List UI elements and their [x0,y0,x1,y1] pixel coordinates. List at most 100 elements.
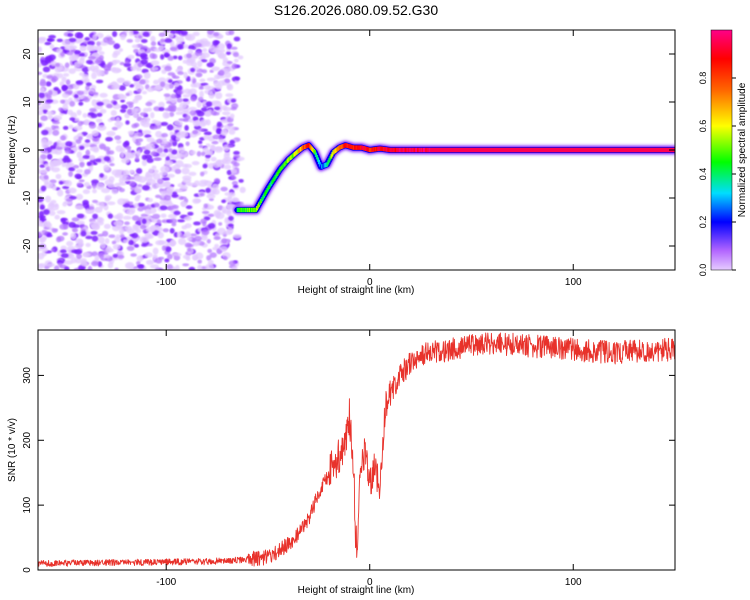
noise-blob [187,45,196,50]
noise-blob [110,67,117,72]
noise-blob [211,100,221,105]
noise-blob [194,235,202,242]
noise-blob [208,162,215,169]
ridge-segment [440,147,443,153]
noise-blob [122,198,129,203]
noise-blob [156,147,164,154]
noise-blob [64,89,73,95]
noise-blob [124,140,130,146]
ridge-segment [345,143,348,148]
noise-blob [85,242,91,248]
noise-blob [76,32,84,39]
ridge-segment [529,147,532,153]
noise-blob [79,45,87,52]
ridge-segment [295,150,298,155]
noise-blob [198,128,205,132]
noise-blob [151,66,159,71]
ridge-segment [293,152,296,157]
noise-blob [101,230,109,237]
noise-blob [201,229,210,236]
ridge-segment [290,154,293,160]
ridge-segment [283,162,286,167]
noise-blob [204,180,213,186]
ridge-segment [618,147,621,153]
spectrogram-y-tick-label: 0 [22,147,33,153]
ridge-segment [430,147,432,153]
noise-blob [178,238,187,245]
noise-blob [108,176,115,183]
noise-blob [155,240,165,246]
ridge-segment [281,164,284,169]
noise-blob [67,33,74,37]
noise-blob [104,69,109,75]
ridge-segment [456,147,459,153]
noise-blob [111,169,121,176]
ridge-segment [395,147,398,153]
ridge-segment [506,147,509,153]
figure-title: S126.2026.080.09.52.G30 [274,2,438,18]
ridge-segment [455,147,458,153]
ridge-segment [571,147,574,153]
noise-blob [224,78,231,84]
ridge-segment [421,147,424,153]
ridge-segment [277,170,280,175]
ridge-segment [613,147,616,153]
ridge-segment [431,147,433,153]
noise-blob [119,227,125,235]
ridge-segment [545,147,547,153]
noise-blob [231,180,238,186]
ridge-segment [560,147,563,153]
spectrogram-x-tick-label: 100 [565,277,582,288]
noise-blob [43,174,49,180]
noise-blob [155,194,161,199]
noise-blob [184,125,189,131]
noise-blob [181,167,190,175]
noise-blob [166,206,174,211]
ridge-segment [494,147,497,153]
noise-blob [62,185,70,190]
ridge-segment [325,162,328,167]
ridge-segment [392,147,395,153]
noise-blob [125,262,135,270]
noise-blob [73,125,83,131]
ridge-segment [307,143,309,148]
ridge-segment [588,147,591,153]
noise-blob [38,220,43,227]
noise-blob [91,179,99,184]
noise-blob [114,267,119,270]
snr-series-line [38,332,675,567]
noise-blob [46,94,52,99]
ridge-segment [242,207,245,213]
ridge-segment [458,147,461,153]
noise-blob [184,223,192,229]
ridge-segment [331,152,334,157]
noise-blob [153,79,159,85]
noise-blob [151,119,158,124]
noise-blob [172,55,178,60]
noise-blob [87,112,95,116]
noise-blob [97,261,103,267]
ridge-segment [573,147,576,153]
noise-blob [68,171,73,177]
noise-blob [126,176,135,180]
noise-blob [49,179,57,184]
ridge-segment [246,207,249,213]
noise-blob [109,163,115,167]
noise-blob [192,31,200,37]
noise-blob [56,139,62,146]
noise-blob [150,125,158,130]
spectrogram-y-tick-label: 10 [22,96,33,108]
noise-blob [221,199,227,204]
ridge-segment [278,168,281,173]
ridge-segment [496,147,499,153]
noise-blob [137,176,147,183]
noise-blob [212,134,221,140]
ridge-segment [555,147,558,153]
spectrogram-x-tick-label: 0 [367,277,373,288]
noise-blob [150,151,157,156]
ridge-segment [362,146,365,151]
noise-blob [216,162,223,167]
noise-blob [103,223,111,229]
noise-blob [133,122,140,128]
